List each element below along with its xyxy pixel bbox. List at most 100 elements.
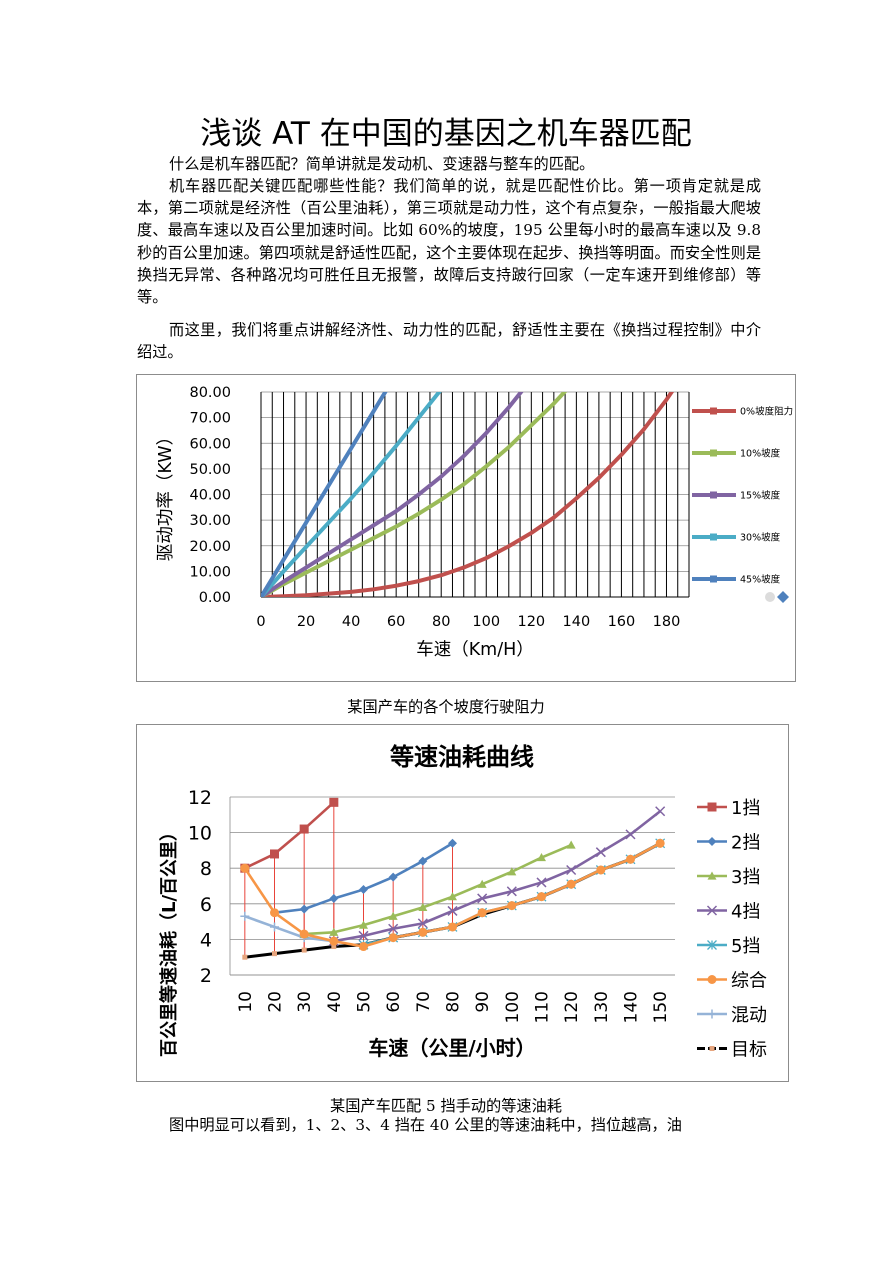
y-tick-label: 6 <box>200 894 212 916</box>
x-axis-title: 车速（公里/小时） <box>368 1036 535 1060</box>
y-tick-label: 70.00 <box>189 411 231 427</box>
y-tick-label: 4 <box>200 929 212 951</box>
x-tick-label: 50 <box>355 991 375 1013</box>
fuel-chart-frame: 等速油耗曲线 2 4 6 8 10 12 10 20 30 40 50 60 70 80 90 100 110 12… <box>136 724 789 1082</box>
x-tick-label: 40 <box>342 614 360 630</box>
y-tick-label: 10 <box>188 823 212 845</box>
y-tick-label: 80.00 <box>189 385 231 401</box>
x-axis-title: 车速（Km/H） <box>416 640 534 660</box>
legend-label: 3挡 <box>731 867 760 888</box>
data-point <box>477 908 487 918</box>
legend-marker <box>710 575 717 583</box>
data-point <box>418 902 428 911</box>
y-axis-title: 百公里等速油耗（L/百公里） <box>158 823 180 1057</box>
x-tick-label: 100 <box>472 614 500 630</box>
x-tick-label: 60 <box>384 991 404 1013</box>
series-line <box>244 801 335 870</box>
data-point <box>242 954 248 960</box>
legend-label: 30%坡度 <box>740 532 781 544</box>
series-line <box>261 392 442 597</box>
data-point <box>447 905 458 916</box>
x-tick-label: 20 <box>297 614 315 630</box>
series-line <box>261 392 568 597</box>
data-point <box>388 923 399 934</box>
data-point <box>329 893 339 903</box>
series-line <box>304 843 572 936</box>
data-point <box>329 927 339 936</box>
y-tick-label: 30.00 <box>189 513 231 529</box>
paragraph-4: 图中明显可以看到，1、2、3、4 挡在 40 公里的等速油耗中，挡位越高，油 <box>169 1116 682 1134</box>
legend-label: 2挡 <box>731 833 760 854</box>
data-point <box>595 847 606 858</box>
data-point <box>507 901 517 911</box>
data-point <box>655 806 666 817</box>
y-tick-label: 60.00 <box>189 436 231 452</box>
plot-area <box>261 392 675 597</box>
legend-label: 目标 <box>731 1040 767 1061</box>
data-point <box>625 829 636 840</box>
legend-label: 10%坡度 <box>740 448 781 460</box>
data-point <box>388 933 398 943</box>
caption-chart-1: 某国产车的各个坡度行驶阻力 <box>347 698 545 716</box>
chart-title: 等速油耗曲线 <box>390 743 534 771</box>
legend-marker <box>710 449 717 457</box>
y-tick-label: 20.00 <box>189 539 231 555</box>
x-tick-label: 130 <box>592 991 612 1023</box>
x-tick-label: 40 <box>325 991 345 1013</box>
data-point <box>359 885 368 895</box>
data-point <box>626 854 635 864</box>
legend-marker <box>707 975 717 984</box>
data-point <box>477 879 487 888</box>
data-point <box>477 893 488 904</box>
paragraph-1: 什么是机车器匹配？简单讲就是发动机、变速器与整车的匹配。 <box>169 155 595 173</box>
data-point <box>655 838 665 848</box>
x-tick-label: 180 <box>653 614 681 630</box>
legend-marker <box>709 1046 715 1051</box>
data-point <box>418 927 428 937</box>
data-point <box>270 922 279 932</box>
x-tick-label: 80 <box>432 614 450 630</box>
x-tick-label: 120 <box>562 991 582 1023</box>
data-point <box>507 867 517 876</box>
y-tick-label: 8 <box>200 858 212 880</box>
legend-label: 4挡 <box>731 902 760 923</box>
x-tick-label: 90 <box>473 991 493 1013</box>
legend-marker <box>707 1009 717 1019</box>
x-tick-label: 0 <box>256 614 265 630</box>
legend-marker <box>707 871 717 880</box>
fuel-consumption-chart: 等速油耗曲线 2 4 6 8 10 12 10 20 30 40 50 60 70 80 90 100 110 12… <box>158 743 767 1061</box>
caption-chart-2: 某国产车匹配 5 挡手动的等速油耗 <box>330 1097 562 1115</box>
legend-label: 混动 <box>731 1005 767 1026</box>
data-point <box>270 908 279 918</box>
series-line <box>261 392 524 597</box>
document-title: 浅谈 AT 在中国的基因之机车器匹配 <box>200 116 692 152</box>
data-point <box>418 856 428 866</box>
legend-diamond-icon <box>777 591 789 603</box>
legend-marker <box>707 802 717 812</box>
data-point <box>536 877 547 888</box>
data-point <box>329 797 339 807</box>
data-point <box>506 886 517 897</box>
legend-shadow-icon <box>765 592 775 602</box>
series-line <box>261 392 388 597</box>
legend-label: 综合 <box>731 971 767 992</box>
data-point <box>299 904 309 914</box>
x-tick-label: 20 <box>266 991 286 1013</box>
legend-label: 15%坡度 <box>740 490 781 502</box>
x-tick-label: 30 <box>295 991 315 1013</box>
y-tick-label: 50.00 <box>189 462 231 478</box>
data-point <box>388 911 398 920</box>
x-tick-label: 80 <box>444 991 464 1013</box>
y-tick-label: 12 <box>188 787 212 809</box>
x-tick-label: 100 <box>503 991 523 1023</box>
x-tick-label: 70 <box>414 991 434 1013</box>
data-point <box>566 840 576 849</box>
data-point <box>272 951 277 957</box>
x-tick-label: 150 <box>651 991 671 1023</box>
data-point <box>596 865 606 875</box>
data-point <box>359 920 368 929</box>
series-line <box>244 915 334 943</box>
legend-label: 1挡 <box>731 798 760 819</box>
data-point <box>358 930 369 941</box>
data-point <box>448 922 457 932</box>
